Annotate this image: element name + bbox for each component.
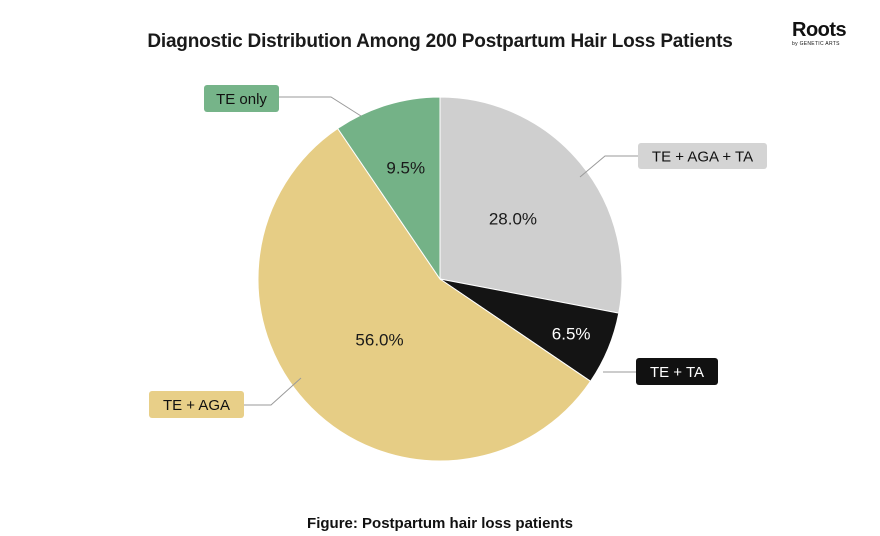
leader-line-te-aga-ta	[579, 155, 640, 178]
value-label-te-only: 9.5%	[386, 159, 425, 178]
logo-wordmark: Roots	[792, 19, 847, 41]
category-label-te-aga: TE + AGA	[163, 397, 230, 414]
chart-title: Diagnostic Distribution Among 200 Postpa…	[147, 31, 733, 52]
figure-caption: Figure: Postpartum hair loss patients	[307, 515, 573, 532]
value-label-te-aga-ta: 28.0%	[489, 210, 537, 229]
category-label-te-only: TE only	[216, 91, 267, 108]
category-tag-te-aga	[149, 391, 244, 418]
category-tag-te-only	[204, 85, 279, 112]
category-tag-te-aga-ta	[638, 143, 767, 169]
pie-slices	[257, 96, 623, 462]
leader-line-te-only	[279, 96, 362, 117]
logo-tagline: by GENETIC ARTS	[792, 41, 840, 47]
category-tag-te-ta	[636, 358, 718, 385]
category-label-te-ta: TE + TA	[650, 364, 704, 381]
pie-slice-te-aga-ta	[439, 96, 623, 314]
value-labels: 28.0% 6.5% 56.0% 9.5%	[355, 159, 590, 350]
leader-line-te-aga	[244, 377, 302, 406]
category-label-te-aga-ta: TE + AGA + TA	[652, 149, 753, 166]
category-tags: TE + AGA + TA TE + TA TE + AGA TE only	[149, 85, 767, 418]
roots-logo: Roots by GENETIC ARTS	[792, 20, 862, 47]
leader-lines	[244, 96, 640, 406]
value-label-te-ta: 6.5%	[552, 324, 591, 343]
pie-slice-te-aga	[257, 127, 592, 462]
value-label-te-aga: 56.0%	[355, 330, 403, 349]
pie-slice-te-only	[337, 96, 441, 281]
